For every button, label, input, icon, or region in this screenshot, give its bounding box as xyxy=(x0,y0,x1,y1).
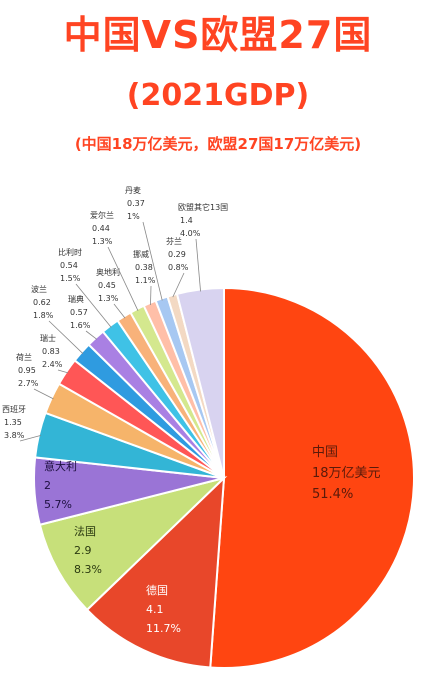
slice-value-label: 0.83 xyxy=(42,347,60,356)
slice-percent-label: 2.7% xyxy=(18,379,39,388)
chart-title: 中国VS欧盟27国 xyxy=(63,13,373,57)
leader-line xyxy=(107,246,139,311)
leader-line xyxy=(57,369,69,374)
chart-note: (中国18万亿美元，欧盟27国17万亿美元) xyxy=(74,135,362,153)
slice-value-label: 0.44 xyxy=(92,224,110,233)
slice-value-label: 0.57 xyxy=(70,308,88,317)
leader-line xyxy=(33,388,54,400)
slice-value-label: 0.29 xyxy=(168,250,186,259)
slice-value-label: 2.9 xyxy=(74,544,92,557)
slice-percent-label: 3.8% xyxy=(4,431,25,440)
slice-value-label: 1.4 xyxy=(180,216,193,225)
slice-name-label: 荷兰 xyxy=(16,352,32,362)
slice-percent-label: 5.7% xyxy=(44,498,72,511)
slice-percent-label: 1.3% xyxy=(92,237,113,246)
slice-name-label: 芬兰 xyxy=(166,236,182,246)
slice-percent-label: 1.6% xyxy=(70,321,91,330)
slice-value-label: 0.45 xyxy=(98,281,116,290)
slice-name-label: 中国 xyxy=(312,445,338,460)
slice-value-label: 4.1 xyxy=(146,603,164,616)
pie-slice-1 xyxy=(85,475,226,669)
leader-line xyxy=(48,320,84,354)
pie-slice-0 xyxy=(209,286,415,669)
slice-percent-label: 2.4% xyxy=(42,360,63,369)
slice-name-label: 法国 xyxy=(74,524,96,538)
slice-value-label: 2 xyxy=(44,479,51,492)
leader-line xyxy=(195,238,201,292)
leader-line xyxy=(85,330,98,340)
slice-percent-label: 1% xyxy=(127,212,140,221)
slice-value-label: 0.54 xyxy=(60,261,78,270)
slice-name-label: 比利时 xyxy=(58,247,82,257)
leader-line xyxy=(19,434,42,442)
leader-line xyxy=(172,272,185,298)
leader-line xyxy=(150,285,152,305)
slice-percent-label: 11.7% xyxy=(146,622,181,635)
slice-name-label: 欧盟其它13国 xyxy=(178,202,228,212)
slice-percent-label: 4.0% xyxy=(180,229,201,238)
pie-slice-2 xyxy=(38,476,228,612)
slice-value-label: 18万亿美元 xyxy=(312,466,381,481)
slice-name-label: 瑞典 xyxy=(68,294,84,304)
slice-percent-label: 0.8% xyxy=(168,263,189,272)
slice-name-label: 爱尔兰 xyxy=(90,210,114,220)
slice-name-label: 意大利 xyxy=(44,459,77,473)
slice-name-label: 挪威 xyxy=(133,249,149,259)
slice-name-label: 波兰 xyxy=(31,284,47,294)
slice-value-label: 0.38 xyxy=(135,263,153,272)
leader-line xyxy=(113,303,126,319)
slice-name-label: 奥地利 xyxy=(96,267,120,277)
slice-value-label: 1.35 xyxy=(4,418,22,427)
slice-value-label: 0.62 xyxy=(33,298,51,307)
slice-percent-label: 1.1% xyxy=(135,276,156,285)
slice-percent-label: 1.3% xyxy=(98,294,119,303)
slice-percent-label: 8.3% xyxy=(74,563,102,576)
slice-percent-label: 1.8% xyxy=(33,311,54,320)
leader-line xyxy=(142,221,163,301)
slice-name-label: 瑞士 xyxy=(40,333,56,343)
leader-line xyxy=(75,283,112,328)
slice-value-label: 0.95 xyxy=(18,366,36,375)
slice-name-label: 德国 xyxy=(146,583,168,597)
slice-value-label: 0.37 xyxy=(127,199,145,208)
chart-subtitle: (2021GDP) xyxy=(126,78,310,113)
slice-name-label: 西班牙 xyxy=(2,404,26,414)
slice-percent-label: 1.5% xyxy=(60,274,81,283)
slice-name-label: 丹麦 xyxy=(125,185,141,195)
slice-percent-label: 51.4% xyxy=(312,487,353,502)
